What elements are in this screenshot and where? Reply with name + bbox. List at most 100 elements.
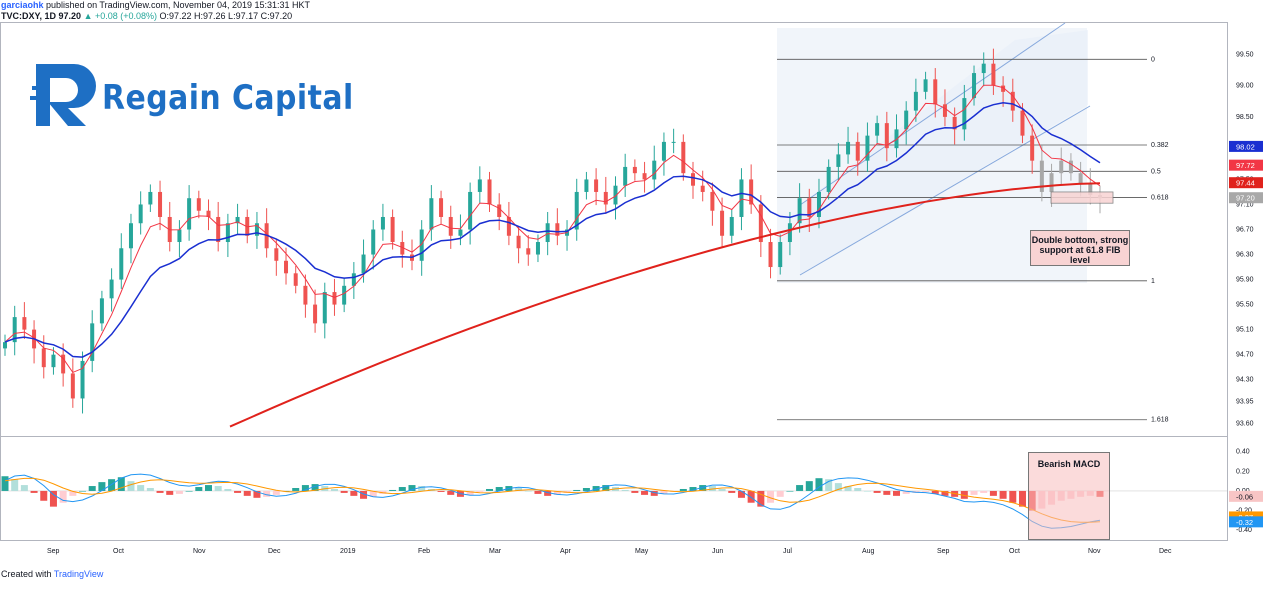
candle-body — [700, 185, 705, 192]
candle-body — [952, 116, 957, 130]
candle-body — [12, 317, 17, 343]
candle-body — [119, 248, 124, 280]
macd-histogram-bar — [166, 490, 174, 495]
candle-body — [768, 242, 773, 268]
macd-histogram-bar — [544, 490, 552, 496]
candle-body — [206, 210, 211, 217]
candle-body — [254, 223, 259, 236]
macd-histogram-bar — [941, 490, 949, 496]
candle-body — [361, 254, 366, 274]
brand-name: Regain Capital — [102, 78, 354, 118]
macd-histogram-bar — [272, 490, 280, 495]
candle-body — [594, 179, 599, 192]
candle-body — [303, 285, 308, 305]
macd-histogram-bar — [515, 488, 523, 491]
price-tick-label: 94.30 — [1236, 377, 1254, 384]
candle-body — [787, 223, 792, 243]
symbol-line: TVC:DXY, 1D 97.20 ▲ +0.08 (+0.08%) O:97.… — [1, 11, 292, 21]
price-badge-label: 98.02 — [1236, 142, 1255, 151]
candle-body — [99, 298, 104, 324]
macd-histogram-bar — [292, 488, 300, 491]
macd-histogram-bar — [137, 485, 145, 491]
candle-body — [1068, 160, 1073, 174]
macd-tick-label: -0.40 — [1236, 527, 1252, 534]
macd-histogram-bar — [524, 490, 532, 492]
candle-body — [1049, 173, 1054, 192]
candle-body — [981, 63, 986, 74]
macd-histogram-bar — [689, 487, 697, 491]
time-tick-label: Jul — [783, 548, 792, 555]
candle-body — [138, 204, 143, 224]
time-tick-label: May — [635, 548, 649, 555]
macd-histogram-bar — [931, 490, 939, 494]
macd-histogram-bar — [815, 478, 823, 491]
macd-histogram-bar — [592, 486, 600, 491]
price-change: ▲ +0.08 (+0.08%) — [83, 11, 158, 21]
macd-histogram-bar — [786, 490, 794, 492]
macd-histogram-bar — [234, 490, 242, 493]
candle-body — [642, 173, 647, 180]
candle-body — [1088, 183, 1093, 196]
price-tick-label: 95.10 — [1236, 327, 1254, 334]
macd-histogram-bar — [796, 485, 804, 491]
macd-histogram-bar — [447, 490, 455, 495]
candle-body — [632, 166, 637, 174]
candle-body — [884, 123, 889, 149]
macd-histogram-bar — [805, 481, 813, 491]
candle-body — [497, 204, 502, 217]
time-tick-label: Dec — [268, 548, 281, 555]
macd-histogram-bar — [767, 490, 775, 503]
macd-histogram-bar — [330, 488, 338, 491]
macd-histogram-bar — [418, 486, 426, 491]
macd-histogram-bar — [834, 483, 842, 491]
candle-body — [652, 160, 657, 180]
price-badge — [1229, 192, 1263, 204]
candle-body — [710, 191, 715, 211]
candle-body — [729, 216, 734, 236]
time-tick-label: Sep — [937, 548, 950, 555]
macd-badge-label: -0.32 — [1236, 518, 1253, 527]
candle-body — [293, 273, 298, 286]
candle-body — [371, 229, 376, 255]
macd-histogram-bar — [214, 486, 222, 491]
price-tick-label: 93.60 — [1236, 420, 1254, 427]
candle-body — [380, 216, 385, 230]
time-tick-label: Mar — [489, 548, 502, 555]
price-tick-label: 95.90 — [1236, 277, 1254, 284]
fib-level-label: 0 — [1151, 56, 1155, 63]
tradingview-link[interactable]: TradingView — [53, 569, 104, 579]
channel-fill — [800, 30, 1088, 275]
macd-histogram-bar — [582, 488, 590, 491]
candle-body — [274, 248, 279, 261]
candle-body — [516, 235, 521, 249]
macd-histogram-bar — [340, 490, 348, 493]
macd-histogram-bar — [204, 485, 212, 491]
macd-histogram-bar — [195, 487, 203, 491]
time-tick-label: 2019 — [340, 548, 356, 555]
candle-body — [1001, 85, 1006, 92]
price-tick-label: 96.70 — [1236, 227, 1254, 234]
candle-body — [216, 216, 221, 243]
publish-line: garciaohk published on TradingView.com, … — [1, 0, 310, 10]
author-link[interactable]: garciaohk — [1, 0, 44, 10]
price-tick-label: 94.70 — [1236, 352, 1254, 359]
macd-histogram-bar — [970, 490, 978, 495]
macd-histogram-bar — [902, 490, 910, 494]
candle-body — [332, 292, 337, 305]
price-badge-label: 97.44 — [1236, 179, 1255, 188]
candle-body — [797, 198, 802, 224]
macd-histogram-bar — [30, 490, 38, 493]
ohlc-values: O:97.22 H:97.26 L:97.17 C:97.20 — [157, 11, 293, 21]
macd-histogram-bar — [49, 490, 57, 507]
candle-body — [51, 354, 56, 368]
candle-body — [3, 342, 7, 349]
candle-body — [196, 198, 201, 211]
macd-histogram-bar — [863, 490, 871, 492]
macd-tick-label: 0.40 — [1236, 449, 1250, 456]
candle-body — [574, 191, 579, 230]
macd-histogram-bar — [989, 490, 997, 496]
price-tick-label: 99.00 — [1236, 83, 1254, 90]
macd-histogram-bar — [844, 486, 852, 491]
price-tick-label: 96.30 — [1236, 252, 1254, 259]
